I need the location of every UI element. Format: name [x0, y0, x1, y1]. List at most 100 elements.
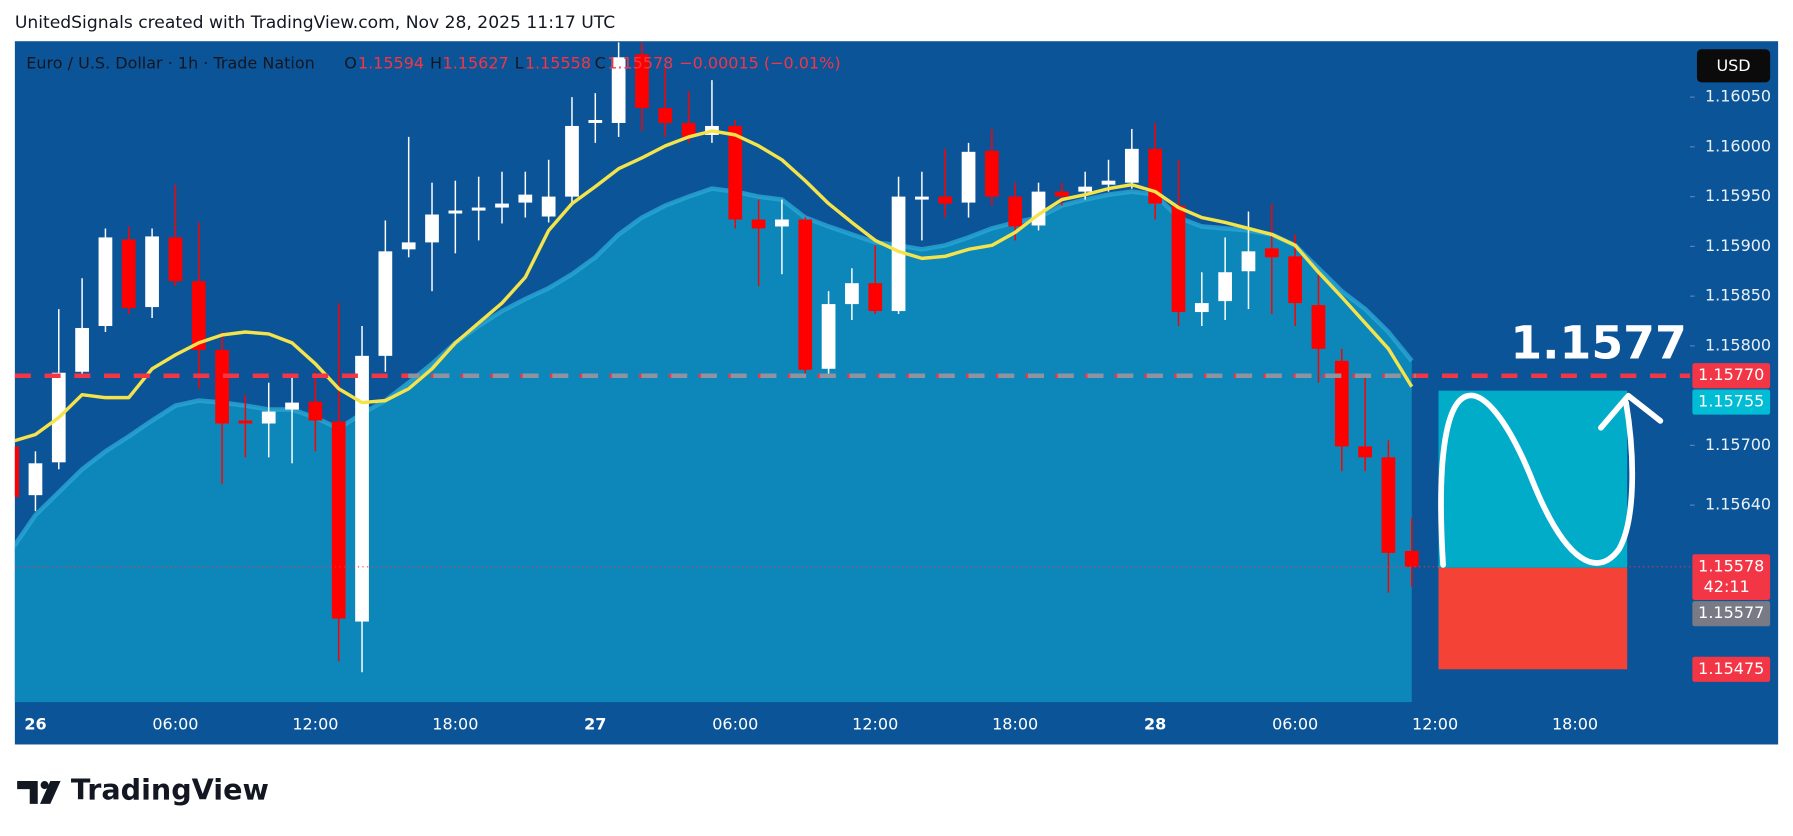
- candle-body: [308, 401, 323, 421]
- candle-body: [1008, 196, 1023, 227]
- price-tag-countdown: 42:11: [1704, 577, 1750, 596]
- candle-body: [518, 194, 533, 203]
- candle-body: [658, 108, 673, 123]
- drawing-arrowhead: [1598, 392, 1664, 431]
- currency-button[interactable]: [1696, 49, 1771, 83]
- y-tick-label: 1.15700: [1705, 435, 1771, 454]
- candle-body: [401, 242, 416, 250]
- legend-item: −0.00015 (−0.01%): [679, 54, 840, 73]
- y-tick-label: 1.15850: [1705, 286, 1771, 305]
- candle-body: [28, 463, 43, 496]
- candle-body: [938, 196, 953, 204]
- candle-body: [1381, 457, 1396, 553]
- candle-body: [588, 119, 603, 123]
- legend-item: 1.15594: [358, 54, 424, 73]
- candle-body: [1241, 251, 1256, 272]
- candle-body: [14, 446, 19, 498]
- logo-slash: [40, 781, 61, 804]
- legend-item: L: [515, 54, 524, 73]
- x-tick-label: 06:00: [1272, 715, 1318, 734]
- candle-body: [1194, 303, 1209, 313]
- logo: [17, 781, 61, 804]
- x-tick-label: 18:00: [432, 715, 478, 734]
- y-tick-label: 1.15900: [1705, 236, 1771, 255]
- x-tick-label: 12:00: [852, 715, 898, 734]
- candle-body: [845, 283, 859, 305]
- candle-body: [1054, 191, 1069, 197]
- price-tag: [1692, 363, 1771, 389]
- candle-body: [1101, 180, 1116, 185]
- price-tag-label: 1.15577: [1698, 603, 1764, 622]
- candle-body: [1171, 205, 1186, 313]
- candle-body: [961, 151, 976, 203]
- price-tag-label: 1.15755: [1698, 392, 1764, 411]
- candle-body: [611, 57, 626, 123]
- y-tick-label: 1.16050: [1705, 87, 1771, 106]
- x-tick-label: 28: [1144, 715, 1166, 734]
- candle-body: [471, 207, 486, 211]
- candle-body: [448, 210, 463, 214]
- legend-item: O: [344, 54, 357, 73]
- candle-body: [1124, 148, 1139, 183]
- candle-body: [1288, 256, 1302, 304]
- candle-body: [821, 304, 836, 369]
- legend-item: Euro / U.S. Dollar · 1h · Trade Nation: [26, 54, 314, 73]
- price-tag-label: 1.15475: [1698, 659, 1764, 678]
- candle-body: [775, 219, 789, 227]
- legend-item: H: [430, 54, 442, 73]
- candle-body: [121, 239, 136, 309]
- x-tick-label: 06:00: [712, 715, 758, 734]
- candle-body: [285, 402, 299, 410]
- x-tick-label: 06:00: [152, 715, 198, 734]
- candle-body: [1334, 360, 1349, 447]
- candle-body: [145, 236, 159, 308]
- currency[interactable]: USD: [1716, 56, 1750, 75]
- candle-body: [868, 283, 883, 312]
- candle-body: [355, 355, 369, 622]
- candle-body: [915, 196, 929, 200]
- candle-body: [565, 125, 579, 197]
- stop-zone: [1438, 567, 1628, 670]
- candle-body: [75, 327, 89, 372]
- candle-body: [541, 196, 556, 217]
- watermark: TradingView: [71, 772, 269, 806]
- candle-body: [1218, 272, 1233, 302]
- ma-line: [14, 129, 1414, 443]
- price-tag: [1692, 656, 1771, 682]
- candle-body: [1358, 446, 1372, 458]
- annotation: 1.1577: [1510, 317, 1686, 370]
- logo-mark: [17, 781, 38, 804]
- x-tick-label: 12:00: [292, 715, 338, 734]
- candle-body: [378, 251, 393, 356]
- candle-body: [635, 54, 649, 109]
- candle-body: [495, 203, 509, 208]
- x-tick-label: 26: [24, 715, 46, 734]
- candle-body: [238, 420, 253, 424]
- price-tag: [1692, 601, 1771, 627]
- candle-body: [331, 421, 346, 619]
- y-tick-label: 1.15640: [1705, 495, 1771, 514]
- candle-body: [1078, 186, 1093, 192]
- x-tick-label: 12:00: [1412, 715, 1458, 734]
- overlay: 1.1577 Euro / U.S. Dollar · 1h · Trade Na…: [14, 54, 1691, 670]
- y-tick-label: 1.15800: [1705, 335, 1771, 354]
- drawing-curve: [1438, 392, 1636, 568]
- price-tag: [1692, 389, 1771, 415]
- candle-body: [261, 411, 276, 424]
- legend-item: 1.15578: [607, 54, 673, 73]
- candle-body: [985, 150, 999, 197]
- header: UnitedSignals created with TradingView.c…: [15, 13, 615, 33]
- candle-body: [751, 219, 766, 229]
- candle-body: [798, 219, 813, 370]
- candle-body: [191, 281, 206, 350]
- legend-item: 1.15558: [525, 54, 591, 73]
- y-tick-label: 1.16000: [1705, 136, 1771, 155]
- candle-body: [215, 349, 229, 424]
- candle-body: [1404, 550, 1419, 567]
- x-tick-label: 18:00: [1552, 715, 1598, 734]
- logo-dot: [40, 781, 49, 790]
- legend-item: 1.15627: [443, 54, 509, 73]
- price-tag-label: 1.15770: [1698, 365, 1764, 384]
